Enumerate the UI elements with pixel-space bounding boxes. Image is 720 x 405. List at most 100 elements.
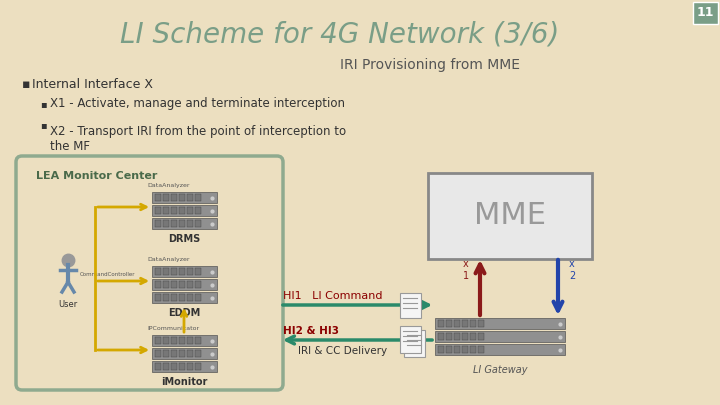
FancyBboxPatch shape	[163, 268, 169, 275]
FancyBboxPatch shape	[454, 346, 460, 353]
Text: EDDM: EDDM	[168, 308, 200, 318]
FancyBboxPatch shape	[187, 207, 193, 214]
FancyBboxPatch shape	[179, 350, 185, 357]
FancyBboxPatch shape	[179, 337, 185, 344]
Text: CommandController: CommandController	[80, 273, 135, 277]
FancyBboxPatch shape	[470, 320, 476, 327]
FancyBboxPatch shape	[428, 173, 592, 259]
FancyBboxPatch shape	[478, 333, 484, 340]
FancyBboxPatch shape	[155, 363, 161, 370]
FancyBboxPatch shape	[155, 194, 161, 201]
FancyBboxPatch shape	[438, 346, 444, 353]
FancyBboxPatch shape	[478, 346, 484, 353]
Text: LEA Monitor Center: LEA Monitor Center	[36, 171, 158, 181]
Text: 11: 11	[697, 6, 714, 19]
FancyBboxPatch shape	[195, 268, 201, 275]
Text: X2 - Transport IRI from the point of interception to
the MF: X2 - Transport IRI from the point of int…	[50, 125, 346, 153]
Text: LI Gateway: LI Gateway	[473, 365, 527, 375]
FancyBboxPatch shape	[171, 350, 177, 357]
FancyBboxPatch shape	[163, 194, 169, 201]
FancyBboxPatch shape	[152, 335, 217, 346]
Text: Internal Interface X: Internal Interface X	[32, 77, 153, 90]
FancyBboxPatch shape	[155, 220, 161, 227]
Text: DataAnalyzer: DataAnalyzer	[147, 257, 189, 262]
Text: x
2: x 2	[569, 259, 575, 281]
Text: IRI Provisioning from MME: IRI Provisioning from MME	[340, 58, 520, 72]
FancyBboxPatch shape	[195, 220, 201, 227]
Text: ▪: ▪	[22, 77, 30, 90]
FancyBboxPatch shape	[462, 333, 468, 340]
FancyBboxPatch shape	[693, 2, 718, 24]
Text: HI1   LI Command: HI1 LI Command	[283, 291, 382, 301]
FancyBboxPatch shape	[155, 294, 161, 301]
FancyBboxPatch shape	[152, 218, 217, 229]
FancyBboxPatch shape	[195, 294, 201, 301]
FancyBboxPatch shape	[171, 281, 177, 288]
FancyBboxPatch shape	[435, 344, 565, 355]
FancyBboxPatch shape	[179, 281, 185, 288]
FancyBboxPatch shape	[187, 194, 193, 201]
FancyBboxPatch shape	[171, 337, 177, 344]
FancyBboxPatch shape	[171, 363, 177, 370]
FancyBboxPatch shape	[187, 281, 193, 288]
FancyBboxPatch shape	[187, 363, 193, 370]
FancyBboxPatch shape	[462, 346, 468, 353]
FancyBboxPatch shape	[438, 320, 444, 327]
FancyBboxPatch shape	[195, 281, 201, 288]
FancyBboxPatch shape	[195, 194, 201, 201]
FancyBboxPatch shape	[152, 266, 217, 277]
FancyBboxPatch shape	[446, 333, 452, 340]
FancyBboxPatch shape	[454, 320, 460, 327]
FancyBboxPatch shape	[152, 361, 217, 372]
Text: ▪: ▪	[40, 99, 47, 109]
FancyBboxPatch shape	[462, 320, 468, 327]
FancyBboxPatch shape	[400, 292, 420, 318]
Text: User: User	[58, 300, 78, 309]
FancyBboxPatch shape	[163, 294, 169, 301]
FancyBboxPatch shape	[187, 294, 193, 301]
FancyBboxPatch shape	[179, 268, 185, 275]
FancyBboxPatch shape	[163, 220, 169, 227]
FancyBboxPatch shape	[171, 294, 177, 301]
Text: MME: MME	[474, 202, 546, 230]
FancyBboxPatch shape	[152, 205, 217, 216]
FancyBboxPatch shape	[446, 346, 452, 353]
Text: HI2 & HI3: HI2 & HI3	[283, 326, 339, 336]
FancyBboxPatch shape	[400, 326, 420, 352]
FancyBboxPatch shape	[187, 350, 193, 357]
Text: DRMS: DRMS	[168, 234, 200, 244]
Text: DataAnalyzer: DataAnalyzer	[147, 183, 189, 188]
FancyBboxPatch shape	[163, 363, 169, 370]
FancyBboxPatch shape	[470, 346, 476, 353]
FancyBboxPatch shape	[187, 337, 193, 344]
FancyBboxPatch shape	[152, 292, 217, 303]
Text: x
1: x 1	[463, 259, 469, 281]
FancyBboxPatch shape	[163, 207, 169, 214]
FancyBboxPatch shape	[179, 207, 185, 214]
FancyBboxPatch shape	[438, 333, 444, 340]
FancyBboxPatch shape	[179, 194, 185, 201]
FancyBboxPatch shape	[195, 207, 201, 214]
FancyBboxPatch shape	[152, 192, 217, 203]
FancyBboxPatch shape	[163, 337, 169, 344]
FancyBboxPatch shape	[179, 363, 185, 370]
FancyBboxPatch shape	[195, 350, 201, 357]
FancyBboxPatch shape	[403, 330, 425, 356]
FancyBboxPatch shape	[195, 337, 201, 344]
FancyBboxPatch shape	[187, 268, 193, 275]
FancyBboxPatch shape	[435, 318, 565, 329]
FancyBboxPatch shape	[152, 348, 217, 359]
FancyBboxPatch shape	[171, 207, 177, 214]
FancyBboxPatch shape	[179, 220, 185, 227]
FancyBboxPatch shape	[155, 207, 161, 214]
FancyBboxPatch shape	[155, 281, 161, 288]
Text: iMonitor: iMonitor	[161, 377, 207, 387]
FancyBboxPatch shape	[187, 220, 193, 227]
FancyBboxPatch shape	[195, 363, 201, 370]
Text: ▪: ▪	[40, 120, 47, 130]
FancyBboxPatch shape	[16, 156, 283, 390]
FancyBboxPatch shape	[163, 281, 169, 288]
Text: IPCommunicator: IPCommunicator	[147, 326, 199, 331]
Text: X1 - Activate, manage and terminate interception: X1 - Activate, manage and terminate inte…	[50, 98, 345, 111]
FancyBboxPatch shape	[454, 333, 460, 340]
